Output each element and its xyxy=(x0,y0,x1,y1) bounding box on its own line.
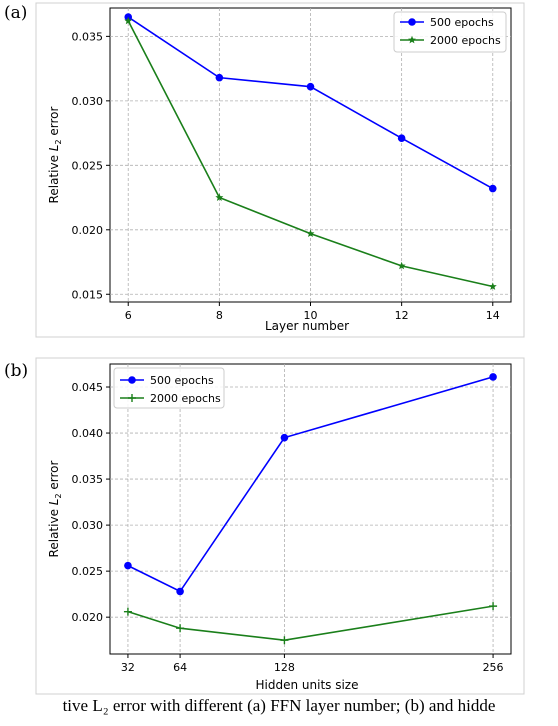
data-point-500-epochs xyxy=(489,373,497,381)
y-tick-label: 0.015 xyxy=(72,288,104,301)
data-point-2000-epochs xyxy=(489,602,498,611)
series-line-2000-epochs xyxy=(127,605,494,641)
legend-label-500-b: 500 epochs xyxy=(150,374,214,387)
data-point-2000-epochs xyxy=(280,636,289,645)
x-tick-label: 10 xyxy=(304,309,318,322)
data-point-2000-epochs xyxy=(215,193,224,201)
x-ticks-b: 32 64 128 256 xyxy=(121,654,504,674)
legend-label-2000-a: 2000 epochs xyxy=(430,34,501,47)
figure-caption: tive L₂ error with different (a) FFN lay… xyxy=(62,696,496,715)
y-axis-label-a: Relative L2 error xyxy=(47,107,63,204)
data-point-500-epochs xyxy=(176,587,184,596)
y-tick-label: 0.025 xyxy=(72,159,104,172)
data-point-2000-epochs xyxy=(306,229,315,238)
data-point-2000-epochs xyxy=(124,16,133,25)
data-point-500-epochs xyxy=(280,433,289,442)
legend-marker-500-a xyxy=(408,18,416,26)
legend-marker-2000-b xyxy=(128,394,136,402)
y-tick-label: 0.040 xyxy=(72,427,104,440)
x-tick-label: 256 xyxy=(483,661,504,674)
legend-label-2000-b: 2000 epochs xyxy=(150,392,221,405)
panel-b-frame xyxy=(35,357,525,695)
data-point-2000-epochs xyxy=(176,624,185,633)
y-tick-label: 0.035 xyxy=(72,30,104,43)
x-tick-label: 14 xyxy=(486,309,500,322)
y-tick-label: 0.030 xyxy=(72,95,104,108)
data-point-500-epochs xyxy=(306,82,315,91)
data-point-2000-epochs xyxy=(488,282,497,290)
y-ticks-a: 0.015 0.020 0.025 0.030 0.035 xyxy=(72,30,110,301)
panel-label-a: (a) xyxy=(4,3,27,23)
y-tick-label: 0.020 xyxy=(72,611,104,624)
data-point-500-epochs xyxy=(488,184,497,193)
data-point-2000-epochs xyxy=(397,261,406,270)
data-point-500-epochs xyxy=(215,73,224,82)
legend-a: 500 epochs 2000 epochs xyxy=(393,11,507,53)
x-axis-label-a: Layer number xyxy=(265,319,349,333)
legend-marker-2000-a xyxy=(408,35,416,44)
y-axis-label-b: Relative L2 error xyxy=(47,461,63,558)
x-tick-label: 6 xyxy=(125,309,132,322)
data-point-2000-epochs xyxy=(123,607,132,616)
series-a xyxy=(124,13,497,290)
series-line-500-epochs xyxy=(127,376,494,593)
data-point-500-epochs xyxy=(397,134,406,143)
x-tick-label: 12 xyxy=(395,309,409,322)
x-tick-label: 8 xyxy=(216,309,223,322)
x-axis-label-b: Hidden units size xyxy=(256,678,359,692)
plot-area-b xyxy=(109,363,512,655)
y-tick-label: 0.025 xyxy=(72,565,104,578)
data-point-500-epochs xyxy=(124,561,132,570)
panel-label-b: (b) xyxy=(4,361,28,381)
panel-a-frame xyxy=(35,2,525,338)
series-b xyxy=(123,373,498,645)
y-tick-label: 0.045 xyxy=(72,381,104,394)
y-tick-label: 0.020 xyxy=(72,224,104,237)
y-tick-label: 0.035 xyxy=(72,473,104,486)
panel-a: 0.015 0.020 0.025 0.030 0.035 6 8 10 12 14 (a) L… xyxy=(4,3,512,333)
x-tick-label: 64 xyxy=(173,661,187,674)
legend-b: 500 epochs 2000 epochs xyxy=(113,367,225,409)
y-ticks-b: 0.020 0.025 0.030 0.035 0.040 0.045 xyxy=(72,381,110,624)
legend-marker-500-b xyxy=(128,376,136,384)
legend-label-500-a: 500 epochs xyxy=(430,16,494,29)
y-tick-label: 0.030 xyxy=(72,519,104,532)
x-tick-label: 128 xyxy=(274,661,295,674)
x-ticks-a: 6 8 10 12 14 xyxy=(125,302,500,322)
x-tick-label: 32 xyxy=(121,661,135,674)
panel-b: 0.020 0.025 0.030 0.035 0.040 0.045 32 64 128 25… xyxy=(4,361,512,692)
